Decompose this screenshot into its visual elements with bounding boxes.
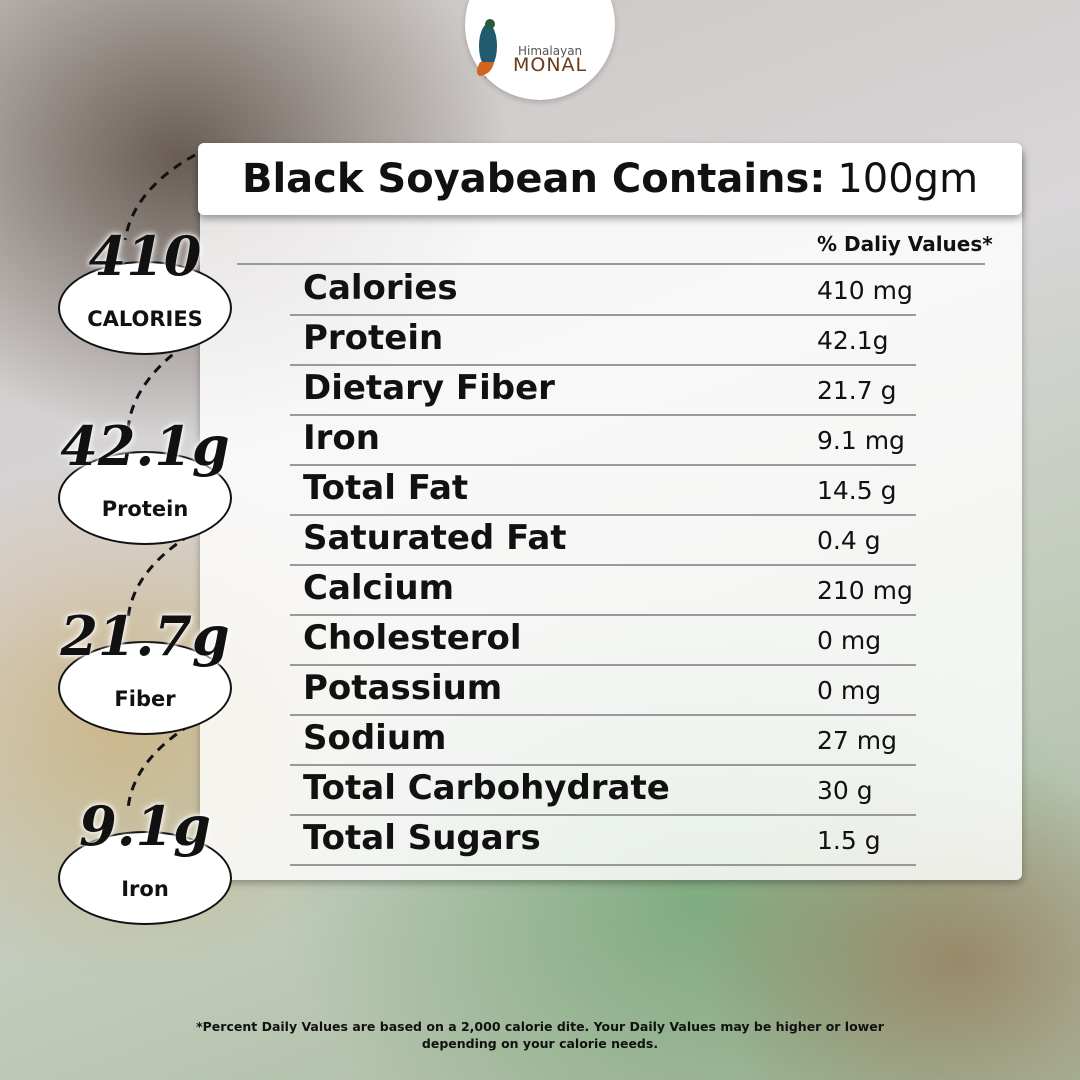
nutrient-name: Potassium bbox=[303, 668, 503, 708]
logo-text: Himalayan bbox=[518, 44, 583, 58]
nutrient-value: 0.4 g bbox=[817, 526, 881, 555]
badge-value: 42.1g bbox=[60, 414, 230, 478]
nutrient-name: Iron bbox=[303, 418, 380, 458]
badge-value: 21.7g bbox=[60, 604, 230, 668]
nutrient-name: Calories bbox=[303, 268, 458, 308]
rule bbox=[237, 263, 985, 265]
column-header: % Daliy Values* bbox=[817, 232, 993, 256]
logo-bird-icon bbox=[477, 19, 497, 76]
logo-text: MONAL bbox=[513, 54, 588, 76]
nutrient-value: 42.1g bbox=[817, 326, 889, 355]
nutrient-name: Dietary Fiber bbox=[303, 368, 555, 408]
badge-label: Iron bbox=[121, 877, 169, 901]
footnote: depending on your calorie needs. bbox=[421, 1036, 659, 1051]
nutrient-value: 1.5 g bbox=[817, 826, 881, 855]
nutrient-value: 0 mg bbox=[817, 626, 882, 655]
nutrient-value: 210 mg bbox=[817, 576, 913, 605]
row-rule bbox=[290, 764, 916, 766]
badge: Fiber bbox=[58, 641, 232, 735]
badge: Iron bbox=[58, 831, 232, 925]
title-box: Black Soyabean Contains: 100gm bbox=[198, 143, 1022, 215]
nutrient-name: Saturated Fat bbox=[303, 518, 567, 558]
title: Black Soyabean Contains: bbox=[241, 156, 826, 202]
row-rule bbox=[290, 314, 916, 316]
nutrient-value: 410 mg bbox=[817, 276, 913, 305]
dashed-connector bbox=[123, 153, 196, 241]
row-rule bbox=[290, 564, 916, 566]
nutrient-name: Total Carbohydrate bbox=[303, 768, 670, 808]
row-rule bbox=[290, 614, 916, 616]
nutrient-name: Sodium bbox=[303, 718, 447, 758]
nutrient-value: 21.7 g bbox=[817, 376, 897, 405]
title-amount: 100gm bbox=[837, 156, 979, 202]
badge-label: Fiber bbox=[114, 687, 176, 711]
row-rule bbox=[290, 414, 916, 416]
dashed-connector bbox=[126, 533, 191, 621]
dashed-connector bbox=[126, 723, 191, 811]
nutrient-value: 9.1 mg bbox=[817, 426, 905, 455]
badge-value: 9.1g bbox=[79, 794, 211, 858]
row-rule bbox=[290, 664, 916, 666]
nutrient-name: Protein bbox=[303, 318, 444, 358]
badge-label: Protein bbox=[101, 497, 189, 521]
nutrient-value: 0 mg bbox=[817, 676, 882, 705]
badge-label: CALORIES bbox=[87, 307, 203, 331]
nutrient-value: 27 mg bbox=[817, 726, 897, 755]
dashed-connector bbox=[126, 343, 186, 431]
row-rule bbox=[290, 364, 916, 366]
nutrient-name: Total Fat bbox=[303, 468, 469, 508]
footnote: *Percent Daily Values are based on a 2,0… bbox=[196, 1019, 884, 1034]
nutrient-name: Calcium bbox=[303, 568, 454, 608]
row-rule bbox=[290, 814, 916, 816]
row-rule bbox=[290, 864, 916, 866]
nutrient-value: 30 g bbox=[817, 776, 873, 805]
row-rule bbox=[290, 714, 916, 716]
nutrient-value: 14.5 g bbox=[817, 476, 897, 505]
badge: Protein bbox=[58, 451, 232, 545]
nutrient-name: Cholesterol bbox=[303, 618, 522, 658]
badge: CALORIES bbox=[58, 261, 232, 355]
badge-value: 410 bbox=[88, 224, 202, 288]
row-rule bbox=[290, 514, 916, 516]
row-rule bbox=[290, 464, 916, 466]
nutrient-name: Total Sugars bbox=[303, 818, 541, 858]
